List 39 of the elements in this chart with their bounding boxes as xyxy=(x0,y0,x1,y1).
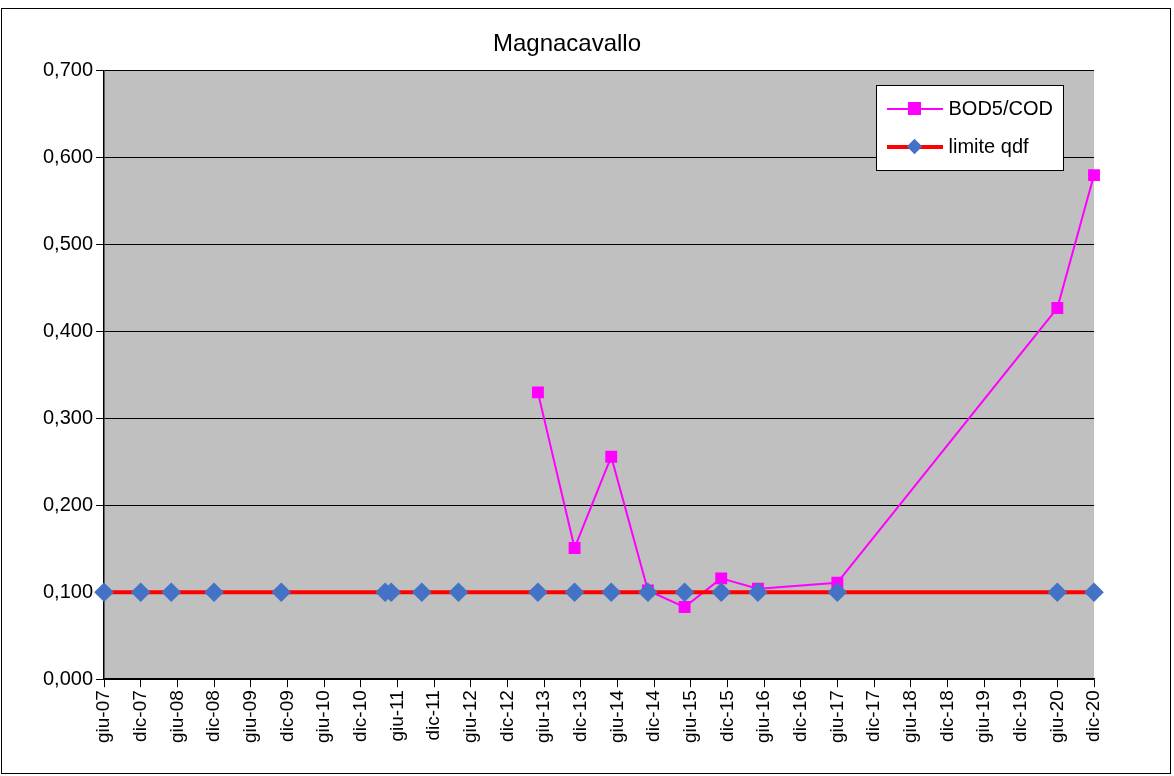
x-tick-label: giu-12 xyxy=(458,690,480,744)
x-tick-label: dic-16 xyxy=(788,690,810,742)
legend-label: BOD5/COD xyxy=(948,97,1053,121)
y-tick-label: 0,300 xyxy=(42,405,94,428)
x-tick-label: dic-14 xyxy=(642,689,664,742)
legend-label: limite qdf xyxy=(948,135,1029,159)
x-tick-label: giu-13 xyxy=(532,690,554,744)
x-tick-label: dic-18 xyxy=(935,690,957,742)
y-tick-label: 0,400 xyxy=(42,319,94,342)
x-tick-label: dic-10 xyxy=(348,690,370,742)
x-tick-label: dic-17 xyxy=(862,690,884,742)
y-tick-label: 0,700 xyxy=(42,58,94,81)
x-tick-label: dic-20 xyxy=(1082,690,1104,742)
x-tick-label: dic-19 xyxy=(1008,690,1030,742)
x-tick-label: giu-17 xyxy=(825,690,847,744)
x-tick-label: giu-16 xyxy=(752,690,774,744)
x-tick-label: giu-18 xyxy=(898,690,920,744)
x-tick-label: dic-13 xyxy=(568,690,590,742)
x-tick-label: dic-07 xyxy=(128,690,150,742)
x-tick-label: giu-10 xyxy=(312,690,334,744)
y-tick-label: 0,500 xyxy=(42,232,94,255)
x-tick-label: giu-07 xyxy=(92,690,114,744)
y-tick-label: 0,600 xyxy=(42,145,94,168)
x-tick-label: giu-19 xyxy=(972,690,994,744)
y-tick-label: 0,200 xyxy=(42,492,94,515)
x-tick-label: dic-11 xyxy=(422,690,444,741)
y-tick-label: 0,100 xyxy=(42,579,94,602)
x-tick-label: dic-08 xyxy=(202,690,224,742)
x-tick-label: dic-15 xyxy=(715,690,737,742)
x-tick-label: giu-15 xyxy=(678,690,700,744)
x-tick-label: giu-08 xyxy=(165,690,187,744)
chart-title: Magnacavallo xyxy=(492,29,642,57)
x-tick-label: giu-20 xyxy=(1045,690,1067,744)
y-tick-label: 0,000 xyxy=(42,666,94,689)
x-tick-label: dic-12 xyxy=(495,690,517,742)
x-tick-label: giu-14 xyxy=(605,689,627,744)
x-tick-label: dic-09 xyxy=(275,690,297,742)
x-tick-label: giu-11 xyxy=(385,690,407,742)
x-tick-label: giu-09 xyxy=(238,690,260,744)
